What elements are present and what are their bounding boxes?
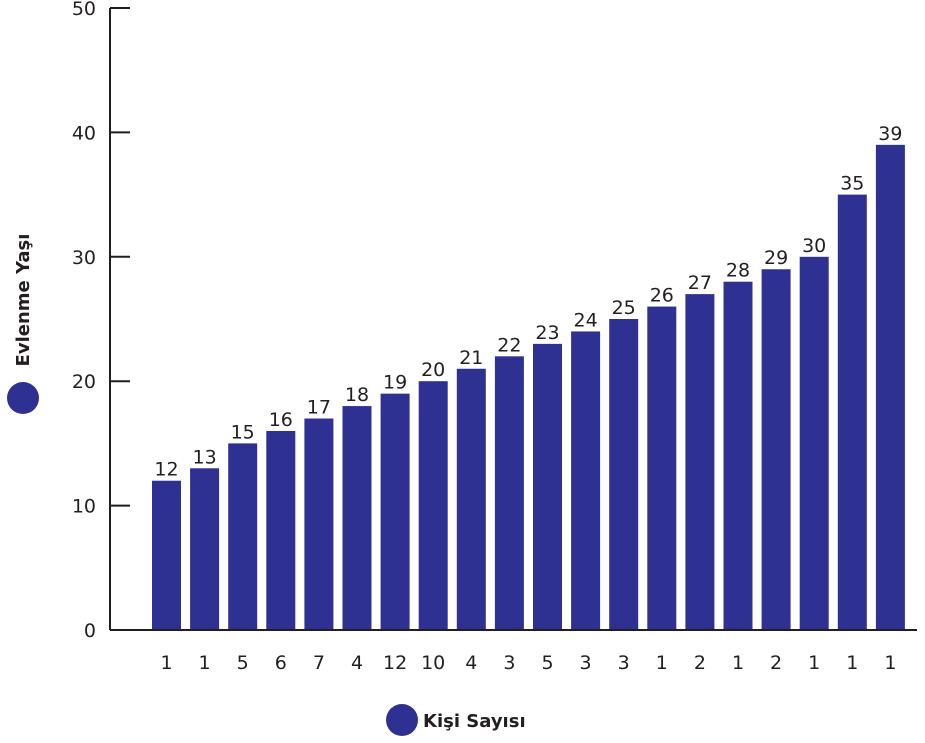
bar	[571, 331, 601, 630]
x-tick-label: 6	[275, 652, 287, 674]
bar-value-label: 35	[840, 173, 864, 195]
bar-value-label: 17	[307, 397, 331, 419]
x-tick-label: 5	[237, 652, 249, 674]
bar-value-label: 27	[688, 272, 712, 294]
bar	[875, 144, 905, 630]
bar-value-label: 12	[154, 459, 178, 481]
x-tick-label: 1	[732, 652, 744, 674]
y-tick-label: 10	[72, 496, 96, 518]
x-tick-label: 3	[618, 652, 630, 674]
bar	[533, 343, 562, 630]
bar	[723, 281, 753, 630]
x-tick-label: 3	[580, 652, 592, 674]
x-axis-tick-labels: 1 1 5 6 7 4 12 10 4 3 5 3 3 1 2 1 2 1 1 1	[160, 652, 896, 674]
y-axis-title: Evlenme Yaşı	[7, 234, 39, 414]
bar	[304, 418, 334, 630]
y-tick-label: 0	[84, 620, 96, 642]
bar-value-label: 23	[535, 322, 559, 344]
bar-value-label: 26	[650, 285, 674, 307]
bar	[647, 306, 677, 630]
bar-value-label: 28	[726, 260, 750, 282]
bar-value-label: 25	[612, 297, 636, 319]
y-tick-label: 20	[72, 371, 96, 393]
bar-value-label: 19	[383, 372, 407, 394]
x-tick-label: 7	[313, 652, 325, 674]
x-tick-label: 1	[808, 652, 820, 674]
bar-value-label: 20	[421, 359, 445, 381]
bar-value-label: 15	[231, 421, 255, 443]
bar-value-label: 18	[345, 384, 369, 406]
data-labels: 12 13 15 16 17 18 19 20 21 22 23 24 25 26 27 28 29 30 35 39	[154, 123, 902, 481]
x-tick-label: 3	[503, 652, 515, 674]
bar	[266, 430, 296, 630]
x-axis-title-text: Kişi Sayısı	[423, 711, 526, 732]
bars	[152, 144, 905, 630]
bar	[456, 368, 486, 630]
bar-value-label: 29	[764, 247, 788, 269]
x-tick-label: 1	[656, 652, 668, 674]
x-tick-label: 1	[846, 652, 858, 674]
x-tick-label: 1	[884, 652, 896, 674]
x-tick-label: 2	[694, 652, 706, 674]
x-axis-title: Kişi Sayısı	[386, 704, 526, 736]
bar	[380, 393, 410, 630]
x-tick-label: 4	[351, 652, 363, 674]
x-tick-label: 1	[199, 652, 211, 674]
x-tick-label: 10	[421, 652, 445, 674]
bar-value-label: 30	[802, 235, 826, 257]
x-tick-label: 5	[541, 652, 553, 674]
y-axis-title-text: Evlenme Yaşı	[13, 234, 34, 367]
bar	[609, 319, 639, 630]
bar	[494, 356, 524, 630]
bar	[190, 468, 220, 630]
x-tick-label: 2	[770, 652, 782, 674]
bar	[799, 256, 829, 630]
x-tick-label: 4	[465, 652, 477, 674]
bar	[342, 406, 372, 630]
bar	[837, 194, 867, 630]
x-tick-label: 1	[160, 652, 172, 674]
bar-value-label: 22	[497, 334, 521, 356]
bar-value-label: 16	[269, 409, 293, 431]
bar-value-label: 21	[459, 347, 483, 369]
x-tick-label: 12	[383, 652, 407, 674]
y-tick-label: 50	[72, 0, 96, 20]
bar	[685, 294, 715, 630]
bar	[761, 269, 791, 630]
y-axis-ticks: 0 10 20 30 40 50	[72, 0, 130, 642]
bar-value-label: 24	[574, 309, 598, 331]
bar-value-label: 13	[193, 446, 217, 468]
bar	[228, 443, 258, 630]
bar	[152, 480, 181, 630]
y-tick-label: 30	[72, 247, 96, 269]
bar	[418, 381, 448, 630]
y-tick-label: 40	[72, 122, 96, 144]
bar-value-label: 39	[878, 123, 902, 145]
y-axis-title-marker	[7, 382, 39, 414]
x-axis-title-marker	[386, 704, 418, 736]
